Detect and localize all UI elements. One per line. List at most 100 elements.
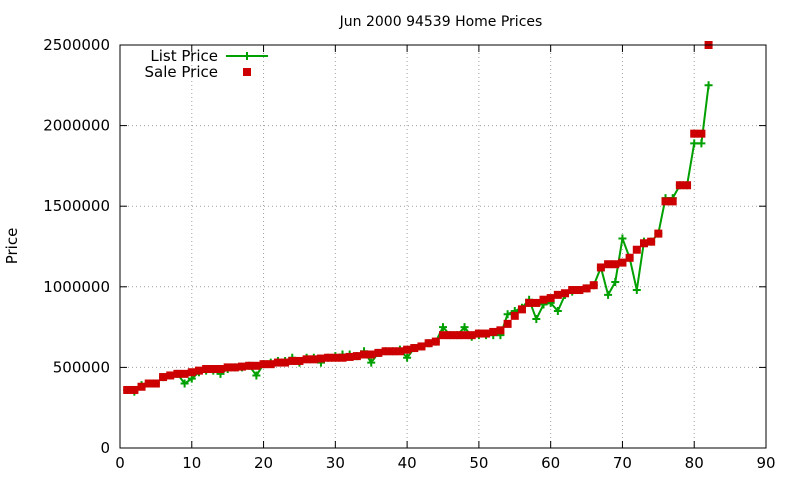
sale-price-point (654, 229, 663, 238)
sale-price-point (403, 345, 412, 354)
sale-price-point (639, 239, 648, 248)
sale-price-point (288, 356, 297, 365)
list-price-point (697, 139, 706, 148)
sale-price-point (345, 352, 354, 361)
list-price-point (690, 139, 699, 148)
sale-price-point (532, 298, 541, 307)
sale-price-point (180, 369, 189, 378)
x-tick-label: 60 (541, 454, 560, 472)
y-tick-label: 1000000 (43, 278, 110, 296)
list-price-point (704, 81, 713, 90)
sale-price-point (338, 353, 347, 362)
sale-price-point (216, 365, 225, 374)
sale-price-point (625, 253, 634, 262)
sale-price-point (360, 350, 369, 359)
sale-price-point (482, 329, 491, 338)
x-tick-label: 70 (613, 454, 632, 472)
list-price-point (618, 234, 627, 243)
x-tick-label: 80 (685, 454, 704, 472)
sale-price-point (661, 197, 670, 206)
sale-price-point (324, 353, 333, 362)
sale-price-point (166, 371, 175, 380)
axis-ticks (119, 44, 767, 449)
x-tick-label: 30 (326, 454, 345, 472)
sale-price-point (238, 362, 247, 371)
sale-price-point (546, 294, 555, 303)
sale-price-point (367, 350, 376, 359)
x-tick-label: 10 (182, 454, 201, 472)
list-price-point (532, 315, 541, 324)
sale-price-point (295, 356, 304, 365)
list-price-point (403, 353, 412, 362)
sale-price-point (510, 311, 519, 320)
sale-price-point (144, 379, 153, 388)
sale-price-point (431, 337, 440, 346)
sale-price-point (281, 358, 290, 367)
sale-price-point (517, 305, 526, 314)
sale-price-point (489, 327, 498, 336)
list-price-point (632, 286, 641, 295)
list-price-point (180, 379, 189, 388)
sale-price-point (539, 295, 548, 304)
list-price-point (439, 323, 447, 332)
sale-price-point (582, 284, 591, 293)
sale-price-point (123, 385, 132, 394)
sale-price-point (561, 289, 570, 298)
legend-label-sale-price: Sale Price (145, 63, 218, 81)
sale-price-point (596, 263, 605, 272)
sale-price-point (496, 326, 505, 335)
sale-price-point (352, 352, 361, 361)
sale-price-point (187, 368, 196, 377)
sale-price-point (266, 360, 275, 369)
sale-price-point (159, 373, 168, 382)
sale-price-point (273, 358, 282, 367)
sale-price-point (467, 331, 476, 340)
x-tick-label: 90 (756, 454, 775, 472)
sale-price-point (683, 181, 692, 190)
grid-lines (120, 45, 766, 448)
list-price-point (252, 371, 261, 380)
x-tick-label: 20 (254, 454, 273, 472)
sale-price-point (460, 331, 469, 340)
legend-marker-sale-price (243, 68, 251, 76)
sale-price-point (252, 361, 261, 370)
sale-price-point (137, 382, 146, 391)
sale-price-point (446, 331, 455, 340)
sale-price-point (309, 355, 318, 364)
sale-price-point (202, 365, 211, 374)
sale-price-point (525, 298, 534, 307)
sale-price-point (604, 260, 613, 269)
sale-price-point (230, 363, 239, 372)
sale-price-point (503, 319, 512, 328)
sale-price-point (173, 369, 182, 378)
sale-price-point (331, 353, 340, 362)
y-tick-label: 2500000 (43, 36, 110, 54)
sale-price-point (697, 129, 706, 138)
list-price-point (503, 310, 512, 319)
sale-price-point (424, 339, 433, 348)
sale-price-point (575, 286, 584, 295)
list-price-point (611, 277, 620, 286)
sale-price-point (209, 365, 218, 374)
chart-title: Jun 2000 94539 Home Prices (339, 14, 543, 30)
sale-price-point (568, 286, 577, 295)
sale-price-point (453, 331, 462, 340)
legend: List Price Sale Price (145, 47, 268, 81)
sale-price-point (675, 181, 684, 190)
sale-price-point (381, 347, 390, 356)
list-price-point (553, 306, 562, 315)
sale-price-point (395, 347, 404, 356)
sale-price-point (151, 379, 160, 388)
list-price-point (604, 290, 613, 299)
x-tick-label: 50 (469, 454, 488, 472)
sale-price-point (417, 342, 426, 351)
sale-price-point (589, 281, 598, 290)
list-price-point (367, 358, 376, 367)
y-tick-label: 500000 (53, 358, 110, 376)
sale-price-point (374, 348, 383, 357)
sale-price-point (302, 355, 311, 364)
sale-price-point (553, 290, 562, 299)
legend-label-list-price: List Price (150, 47, 218, 65)
sale-price-point (223, 363, 232, 372)
